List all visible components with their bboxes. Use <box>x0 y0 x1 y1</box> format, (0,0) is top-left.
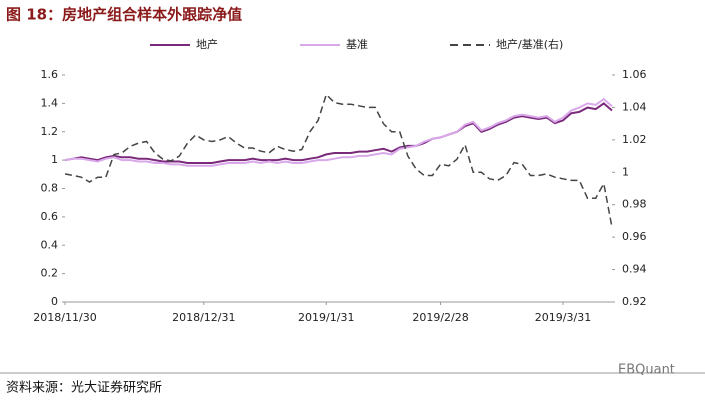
y-tick-label: 0 <box>51 295 58 308</box>
y2-tick-label: 0.98 <box>622 198 647 211</box>
x-tick-label: 2019/1/31 <box>298 311 354 324</box>
y2-tick-label: 1.04 <box>622 100 647 113</box>
series-line <box>64 102 613 164</box>
y2-tick-label: 0.92 <box>622 295 647 308</box>
y-tick-label: 0.8 <box>41 182 59 195</box>
y-tick-label: 1 <box>51 153 58 166</box>
y-tick-label: 1.2 <box>41 125 59 138</box>
y-tick-label: 0.4 <box>41 238 59 251</box>
legend-label: 地产 <box>196 37 218 51</box>
x-tick-label: 2019/2/28 <box>412 311 468 324</box>
y-tick-label: 1.6 <box>41 68 59 81</box>
x-tick-label: 2018/12/31 <box>172 311 235 324</box>
series-line <box>64 93 613 228</box>
y2-tick-label: 0.96 <box>622 230 647 243</box>
watermark: EBQuant <box>618 363 675 378</box>
chart-title: 图 18：房地产组合样本外跟踪净值 <box>6 6 242 24</box>
x-tick-label: 2018/11/30 <box>33 311 96 324</box>
x-tick-label: 2019/3/31 <box>535 311 591 324</box>
y-tick-label: 0.6 <box>41 210 59 223</box>
legend-label: 基准 <box>346 38 368 51</box>
series-line <box>64 97 613 167</box>
y-tick-label: 0.2 <box>41 267 59 280</box>
y-tick-label: 1.4 <box>41 96 59 109</box>
y2-tick-label: 1.02 <box>622 133 647 146</box>
y2-tick-label: 1 <box>622 165 629 178</box>
y2-tick-label: 0.94 <box>622 263 647 276</box>
y2-tick-label: 1.06 <box>622 68 647 81</box>
legend-label: 地产/基准(右) <box>496 37 563 51</box>
source: 资料来源：光大证券研究所 <box>6 380 162 396</box>
